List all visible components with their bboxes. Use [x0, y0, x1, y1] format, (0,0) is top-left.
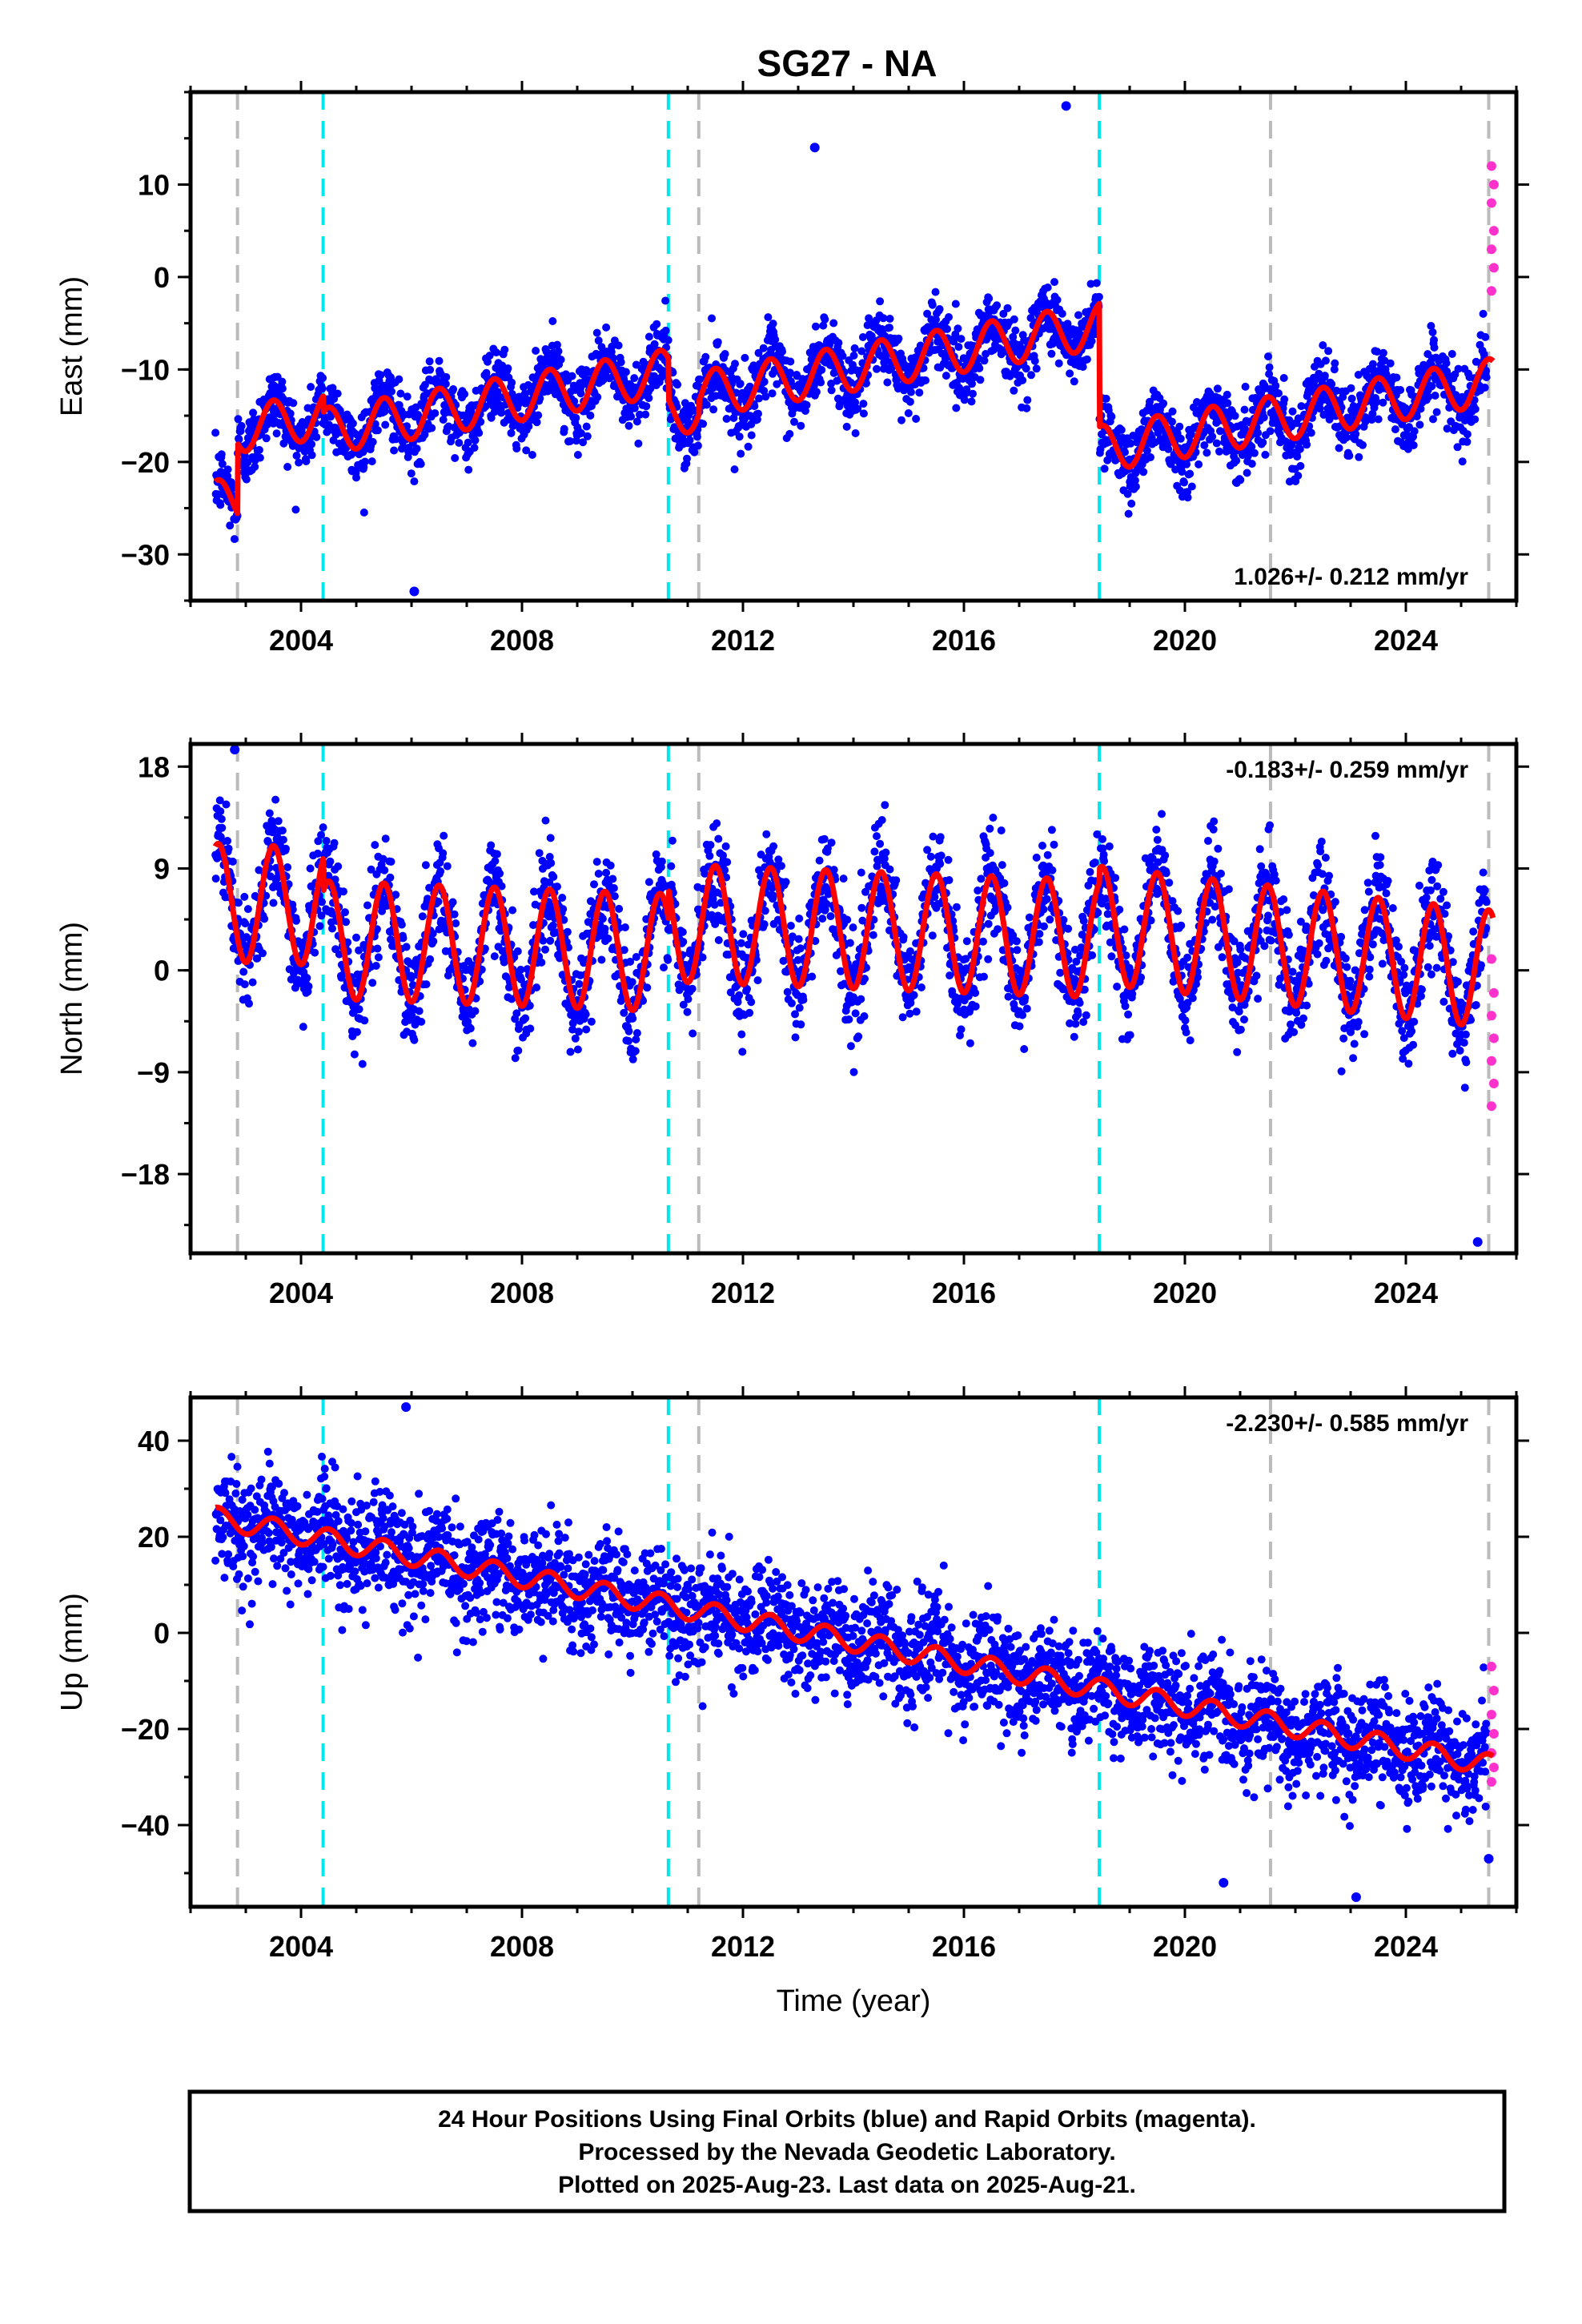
velocity-label: -2.230+/- 0.585 mm/yr: [1226, 1410, 1468, 1437]
y-tick-label: −10: [121, 353, 170, 386]
north-panel: 2004 2008 2012 2016 2020 2024 18 9 0 −9 −18 North (…: [55, 733, 1529, 1309]
outlier-point: [1472, 1236, 1483, 1247]
model-line: [213, 1504, 1496, 1773]
y-axis: 18 9 0 −9 −18: [121, 750, 1529, 1227]
y-tick-label: 0: [154, 1617, 170, 1650]
model-line: [212, 841, 1496, 1027]
y-axis-label: North (mm): [55, 922, 89, 1076]
plot-area: [211, 1397, 1499, 1907]
final-orbit-points: [211, 795, 1491, 1092]
page-title: SG27 - NA: [757, 42, 938, 84]
y-axis: 10 0 −10 −20 −30: [121, 90, 1529, 602]
rapid-orbit-point: [1488, 179, 1499, 190]
y-tick-label: 9: [154, 852, 170, 885]
x-tick-label: 2016: [932, 1277, 996, 1309]
rapid-orbit-point: [1486, 1011, 1496, 1021]
x-tick-label: 2008: [490, 1277, 554, 1309]
x-tick-label: 2016: [932, 1930, 996, 1963]
plot-area: [211, 92, 1499, 601]
rapid-orbit-point: [1486, 1777, 1496, 1787]
x-tick-label: 2012: [711, 1930, 775, 1963]
x-tick-label: 2020: [1153, 624, 1217, 657]
model-line: [213, 300, 1496, 517]
y-axis-label: East (mm): [55, 276, 89, 416]
y-tick-label: −20: [121, 446, 170, 479]
y-tick-label: −9: [137, 1056, 170, 1089]
footer-line-2: Processed by the Nevada Geodetic Laborat…: [578, 2139, 1115, 2165]
outlier-point: [409, 586, 420, 597]
x-tick-label: 2008: [490, 1930, 554, 1963]
y-tick-label: 20: [138, 1521, 170, 1554]
rapid-orbit-point: [1486, 244, 1496, 255]
x-tick-label: 2012: [711, 624, 775, 657]
rapid-orbit-point: [1488, 1686, 1499, 1695]
outlier-point: [1219, 1878, 1229, 1888]
rapid-orbit-point: [1488, 1763, 1499, 1772]
up-panel: 2004 2008 2012 2016 2020 2024 40 20 0 −20 −40 Up (m…: [55, 1386, 1529, 2018]
x-axis-label: Time (year): [777, 1984, 931, 2018]
footer-box: 24 Hour Positions Using Final Orbits (bl…: [187, 2089, 1507, 2213]
x-tick-label: 2012: [711, 1277, 775, 1309]
y-tick-label: −18: [121, 1158, 170, 1191]
final-orbit-points: [211, 278, 1491, 544]
x-tick-label: 2008: [490, 624, 554, 657]
x-tick-label: 2004: [269, 1930, 333, 1963]
rapid-orbit-point: [1488, 263, 1499, 273]
footer-line-1: 24 Hour Positions Using Final Orbits (bl…: [438, 2106, 1256, 2133]
outlier-point: [401, 1402, 412, 1412]
x-tick-label: 2020: [1153, 1277, 1217, 1309]
x-axis: 2004 2008 2012 2016 2020 2024: [189, 81, 1518, 657]
x-tick-label: 2016: [932, 624, 996, 657]
y-tick-label: −20: [121, 1713, 170, 1746]
rapid-orbit-point: [1486, 1710, 1496, 1719]
y-tick-label: 10: [138, 168, 170, 201]
outlier-point: [1371, 396, 1381, 407]
outlier-point: [1061, 101, 1071, 111]
y-tick-label: −40: [121, 1809, 170, 1842]
y-axis-label: Up (mm): [55, 1593, 89, 1711]
y-tick-label: 0: [154, 261, 170, 294]
velocity-label: -0.183+/- 0.259 mm/yr: [1226, 757, 1468, 783]
rapid-orbit-point: [1486, 286, 1496, 296]
rapid-orbit-point: [1486, 1101, 1496, 1112]
rapid-orbit-point: [1486, 161, 1496, 171]
y-tick-label: 40: [138, 1425, 170, 1458]
outlier-point: [809, 143, 820, 153]
rapid-orbit-point: [1488, 987, 1499, 998]
rapid-orbit-point: [1486, 954, 1496, 964]
outlier-point: [1484, 1854, 1494, 1864]
y-tick-label: 18: [138, 750, 170, 783]
final-orbit-points: [211, 1447, 1491, 1833]
rapid-orbit-point: [1486, 1055, 1496, 1066]
rapid-orbit-point: [1488, 1729, 1499, 1739]
outlier-point: [230, 745, 240, 755]
y-tick-label: −30: [121, 538, 170, 571]
x-tick-label: 2004: [269, 1277, 333, 1309]
footer-border: [187, 2089, 1507, 2213]
rapid-orbit-point: [1488, 1033, 1499, 1043]
east-panel: 2004 2008 2012 2016 2020 2024 10 0 −10 −20 −30 East…: [55, 81, 1529, 657]
x-tick-label: 2024: [1374, 624, 1438, 657]
x-tick-label: 2024: [1374, 1277, 1438, 1309]
y-tick-label: 0: [154, 955, 170, 987]
rapid-orbit-point: [1488, 1079, 1499, 1088]
x-tick-label: 2020: [1153, 1930, 1217, 1963]
footer-line-3: Plotted on 2025-Aug-23. Last data on 202…: [558, 2172, 1136, 2198]
plot-area: [211, 744, 1499, 1253]
velocity-label: 1.026+/- 0.212 mm/yr: [1234, 564, 1468, 590]
rapid-orbit-point: [1486, 1662, 1496, 1671]
rapid-orbit-point: [1486, 198, 1496, 208]
x-axis: 2004 2008 2012 2016 2020 2024: [189, 733, 1518, 1309]
x-tick-label: 2004: [269, 624, 333, 657]
y-axis: 40 20 0 −20 −40: [121, 1425, 1529, 1875]
x-tick-label: 2024: [1374, 1930, 1438, 1963]
x-axis: 2004 2008 2012 2016 2020 2024: [189, 1386, 1518, 1963]
outlier-point: [1351, 1892, 1361, 1902]
rapid-orbit-point: [1488, 226, 1499, 236]
